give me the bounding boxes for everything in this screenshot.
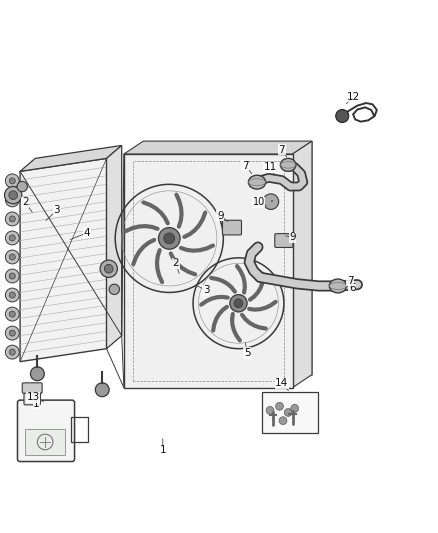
Text: 12: 12 [347, 92, 360, 102]
Circle shape [284, 409, 292, 416]
Text: 11: 11 [263, 162, 277, 172]
Circle shape [5, 193, 19, 207]
Text: 10: 10 [253, 198, 265, 207]
Circle shape [276, 402, 283, 410]
Circle shape [5, 174, 19, 188]
Circle shape [266, 407, 274, 414]
Circle shape [5, 307, 19, 321]
Text: 9: 9 [289, 232, 296, 242]
Circle shape [9, 292, 15, 298]
Text: 1: 1 [159, 445, 166, 455]
Text: 3: 3 [53, 205, 60, 215]
Circle shape [9, 273, 15, 279]
Circle shape [9, 235, 15, 241]
Circle shape [336, 109, 349, 123]
Circle shape [5, 345, 19, 359]
Circle shape [279, 417, 287, 425]
Circle shape [291, 405, 299, 412]
Circle shape [4, 187, 22, 204]
Circle shape [159, 228, 180, 249]
Circle shape [230, 295, 247, 312]
Text: 6: 6 [349, 283, 356, 293]
Ellipse shape [280, 158, 296, 172]
Circle shape [5, 269, 19, 283]
Polygon shape [20, 146, 122, 172]
Circle shape [9, 216, 15, 222]
Circle shape [9, 178, 15, 184]
Text: 3: 3 [203, 285, 209, 295]
Circle shape [234, 299, 243, 308]
Circle shape [9, 311, 15, 317]
Text: •: • [270, 199, 274, 205]
Circle shape [104, 264, 113, 273]
FancyBboxPatch shape [24, 389, 40, 405]
Circle shape [263, 194, 279, 209]
FancyBboxPatch shape [223, 220, 241, 235]
Circle shape [31, 367, 44, 381]
Circle shape [5, 250, 19, 264]
Polygon shape [143, 141, 312, 375]
Circle shape [9, 349, 15, 355]
Polygon shape [124, 141, 312, 154]
Text: 13: 13 [26, 392, 40, 402]
Text: 7: 7 [242, 161, 248, 171]
Circle shape [100, 260, 117, 277]
Polygon shape [20, 158, 106, 361]
Polygon shape [124, 154, 293, 387]
FancyBboxPatch shape [275, 233, 293, 247]
Circle shape [9, 191, 18, 199]
Circle shape [9, 330, 15, 336]
Circle shape [164, 233, 175, 244]
Circle shape [9, 254, 15, 260]
FancyBboxPatch shape [18, 400, 74, 462]
Polygon shape [293, 141, 312, 387]
Text: 1: 1 [33, 399, 40, 409]
Text: 2: 2 [173, 259, 179, 269]
Text: 4: 4 [84, 228, 90, 238]
Circle shape [9, 197, 15, 203]
Ellipse shape [329, 279, 346, 293]
Circle shape [95, 383, 109, 397]
Text: 7: 7 [279, 145, 285, 155]
Text: 14: 14 [275, 378, 288, 388]
Ellipse shape [248, 175, 266, 189]
Polygon shape [106, 146, 122, 349]
Bar [25, 429, 65, 455]
Text: 7: 7 [347, 276, 353, 286]
Circle shape [17, 181, 28, 192]
Circle shape [5, 212, 19, 226]
Circle shape [5, 231, 19, 245]
Circle shape [109, 284, 120, 295]
Text: 2: 2 [22, 198, 28, 207]
Text: 5: 5 [244, 348, 251, 358]
Text: 9: 9 [217, 211, 224, 221]
FancyBboxPatch shape [22, 383, 42, 393]
Circle shape [5, 288, 19, 302]
Bar [262, 392, 318, 433]
Circle shape [5, 326, 19, 340]
